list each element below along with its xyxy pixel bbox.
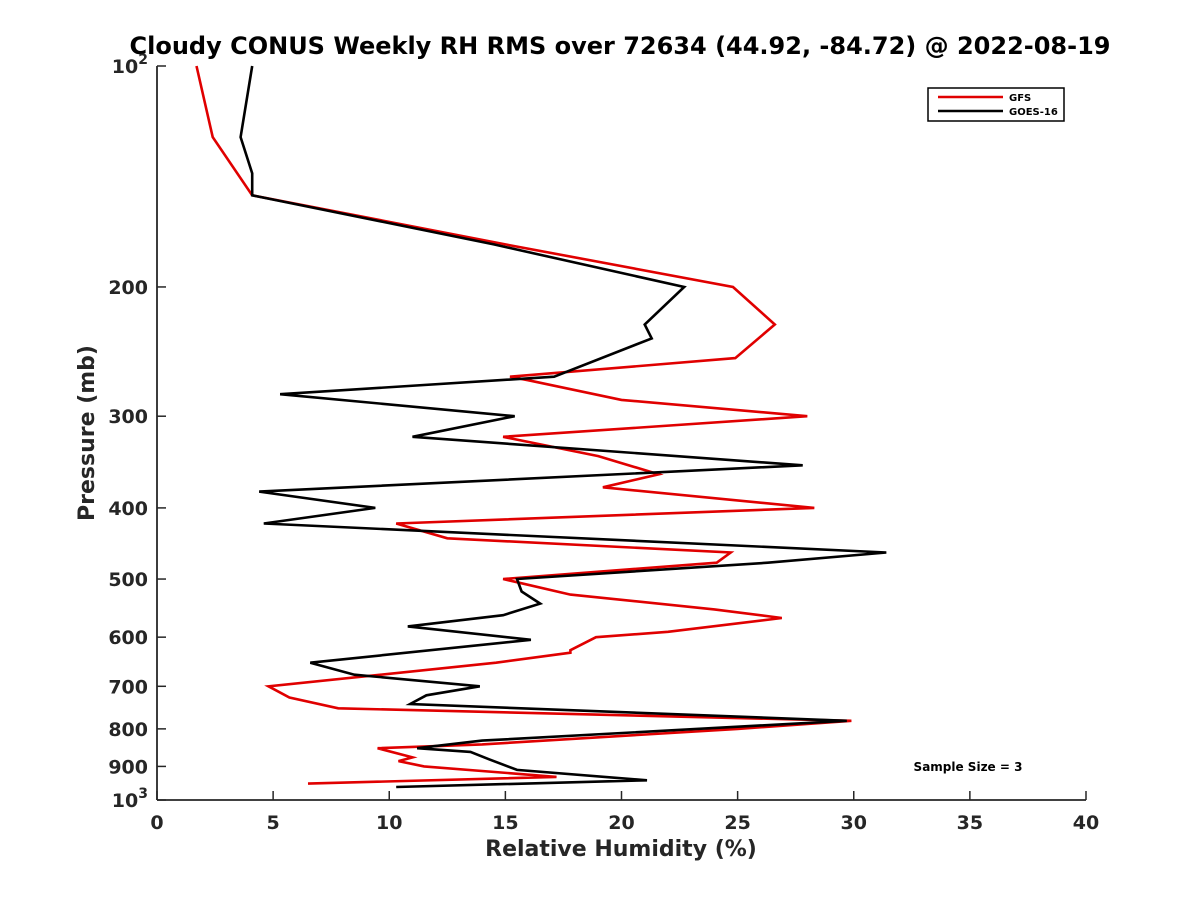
x-tick-label-8: 40 <box>1073 812 1099 834</box>
chart-title: Cloudy CONUS Weekly RH RMS over 72634 (4… <box>130 32 1111 60</box>
y-tick-label-8: 900 <box>108 756 148 778</box>
series-layer <box>195 65 887 789</box>
x-axis-ticks: 0 5 10 15 20 25 30 35 40 <box>150 791 1099 834</box>
y-tick-label-2: 300 <box>108 406 148 428</box>
x-tick-label-0: 0 <box>150 812 163 834</box>
y-tick-label-7: 800 <box>108 719 148 741</box>
legend-label-gfs: GFS <box>1009 93 1031 104</box>
y-tick-label-3: 400 <box>108 498 148 520</box>
x-tick-label-6: 30 <box>841 812 867 834</box>
y-tick-label-4: 500 <box>108 569 148 591</box>
x-tick-label-3: 15 <box>492 812 518 834</box>
y-axis-ticks: 102 200 300 400 500 600 700 800 900 103 <box>108 52 166 812</box>
plot-area: 0 5 10 15 20 25 30 35 40 102 200 300 400 500 600 700 80… <box>108 52 1099 834</box>
x-tick-label-1: 5 <box>267 812 280 834</box>
y-tick-label-9: 103 <box>112 786 148 812</box>
legend-label-goes-16: GOES-16 <box>1009 107 1058 118</box>
x-tick-label-5: 25 <box>724 812 750 834</box>
plot-background <box>157 66 1086 800</box>
x-tick-label-4: 20 <box>608 812 634 834</box>
y-tick-label-5: 600 <box>108 627 148 649</box>
y-axis-label: Pressure (mb) <box>75 345 100 521</box>
y-tick-label-1: 200 <box>108 277 148 299</box>
sample-size-annotation: Sample Size = 3 <box>914 760 1023 774</box>
legend-box <box>927 87 1065 122</box>
y-tick-label-6: 700 <box>108 676 148 698</box>
x-tick-label-2: 10 <box>376 812 402 834</box>
y-tick-label-0: 102 <box>112 52 148 78</box>
legend: GFS GOES-16 <box>927 87 1065 122</box>
x-axis-label: Relative Humidity (%) <box>485 837 757 862</box>
x-tick-label-7: 35 <box>957 812 983 834</box>
